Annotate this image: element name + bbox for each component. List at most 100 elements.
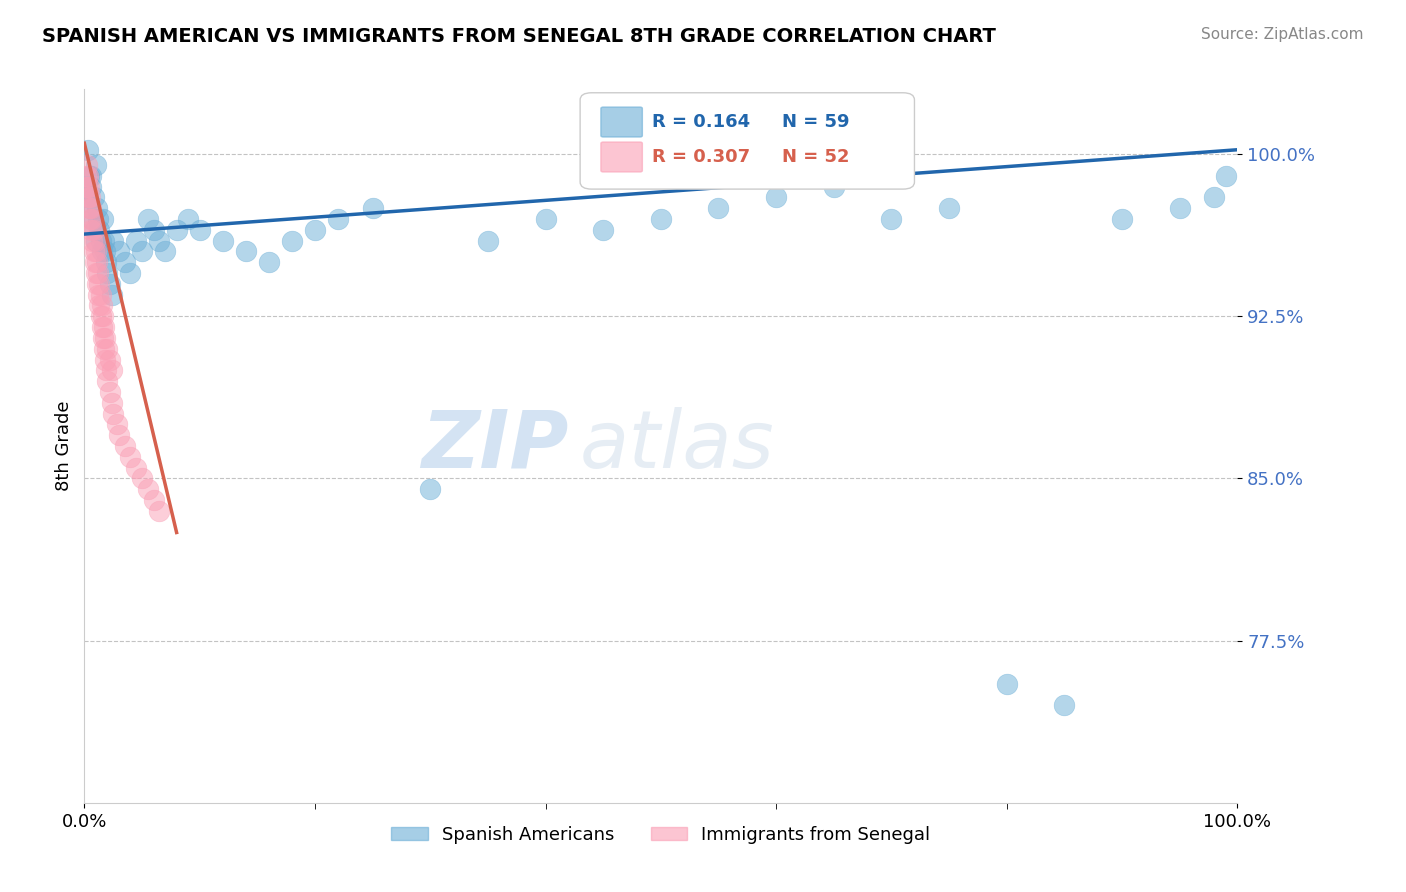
- Point: [211, 234, 233, 248]
- Point: [83, 223, 105, 237]
- Point: [148, 504, 170, 518]
- Point: [257, 255, 280, 269]
- Point: [650, 211, 672, 226]
- Point: [114, 255, 136, 269]
- Point: [82, 234, 104, 248]
- Point: [1204, 190, 1226, 204]
- Point: [89, 310, 111, 324]
- Point: [101, 287, 124, 301]
- Point: [148, 234, 170, 248]
- Point: [326, 211, 349, 226]
- Point: [281, 234, 304, 248]
- Point: [304, 223, 326, 237]
- Point: [83, 244, 105, 259]
- Point: [136, 482, 159, 496]
- Point: [79, 201, 101, 215]
- Point: [93, 342, 115, 356]
- Point: [91, 331, 114, 345]
- Text: atlas: atlas: [581, 407, 775, 485]
- Point: [98, 384, 121, 399]
- Point: [477, 234, 499, 248]
- Point: [80, 223, 103, 237]
- Point: [91, 310, 114, 324]
- Point: [938, 201, 960, 215]
- Point: [1168, 201, 1191, 215]
- Point: [76, 190, 98, 204]
- Point: [89, 298, 111, 312]
- Point: [79, 211, 101, 226]
- Point: [131, 244, 153, 259]
- Legend: Spanish Americans, Immigrants from Senegal: Spanish Americans, Immigrants from Seneg…: [384, 819, 938, 851]
- Point: [361, 201, 384, 215]
- Point: [79, 190, 101, 204]
- Point: [82, 211, 104, 226]
- Point: [77, 169, 100, 183]
- Point: [90, 298, 112, 312]
- Point: [120, 266, 142, 280]
- Point: [75, 169, 97, 183]
- Point: [125, 234, 148, 248]
- Point: [91, 211, 114, 226]
- Point: [125, 460, 148, 475]
- Point: [87, 266, 110, 280]
- Point: [1053, 698, 1076, 713]
- Point: [84, 244, 107, 259]
- FancyBboxPatch shape: [600, 107, 643, 137]
- Point: [76, 179, 98, 194]
- Point: [89, 223, 111, 237]
- Point: [89, 277, 111, 291]
- Point: [80, 169, 103, 183]
- Point: [96, 255, 118, 269]
- Point: [93, 234, 115, 248]
- Point: [1111, 211, 1133, 226]
- Point: [87, 211, 110, 226]
- Text: SPANISH AMERICAN VS IMMIGRANTS FROM SENEGAL 8TH GRADE CORRELATION CHART: SPANISH AMERICAN VS IMMIGRANTS FROM SENE…: [42, 27, 995, 45]
- Point: [153, 244, 176, 259]
- Point: [76, 169, 98, 183]
- Point: [188, 223, 211, 237]
- Point: [94, 352, 117, 367]
- Point: [80, 201, 103, 215]
- Point: [101, 396, 124, 410]
- Point: [76, 158, 98, 172]
- Text: N = 52: N = 52: [782, 148, 849, 166]
- Point: [76, 143, 98, 157]
- Point: [94, 331, 117, 345]
- Point: [82, 211, 104, 226]
- Point: [80, 179, 103, 194]
- Point: [96, 374, 118, 388]
- Point: [83, 255, 105, 269]
- Text: R = 0.307: R = 0.307: [651, 148, 749, 166]
- Point: [84, 234, 107, 248]
- Point: [83, 234, 105, 248]
- Point: [235, 244, 257, 259]
- Point: [592, 223, 614, 237]
- Point: [89, 287, 111, 301]
- Point: [96, 363, 118, 377]
- Text: N = 59: N = 59: [782, 113, 849, 131]
- Point: [114, 439, 136, 453]
- Point: [83, 223, 105, 237]
- Point: [93, 320, 115, 334]
- Y-axis label: 8th Grade: 8th Grade: [55, 401, 73, 491]
- Point: [101, 363, 124, 377]
- Point: [142, 493, 165, 508]
- Point: [90, 244, 112, 259]
- Point: [108, 244, 131, 259]
- Point: [1215, 169, 1237, 183]
- Point: [94, 244, 117, 259]
- Point: [84, 158, 107, 172]
- Point: [77, 179, 100, 194]
- FancyBboxPatch shape: [600, 142, 643, 172]
- Point: [103, 234, 124, 248]
- Point: [86, 277, 108, 291]
- Point: [84, 266, 107, 280]
- Point: [142, 223, 165, 237]
- Point: [96, 266, 118, 280]
- Text: ZIP: ZIP: [422, 407, 568, 485]
- Point: [166, 223, 188, 237]
- Point: [995, 677, 1018, 691]
- Point: [419, 482, 441, 496]
- Point: [880, 211, 903, 226]
- Point: [707, 201, 730, 215]
